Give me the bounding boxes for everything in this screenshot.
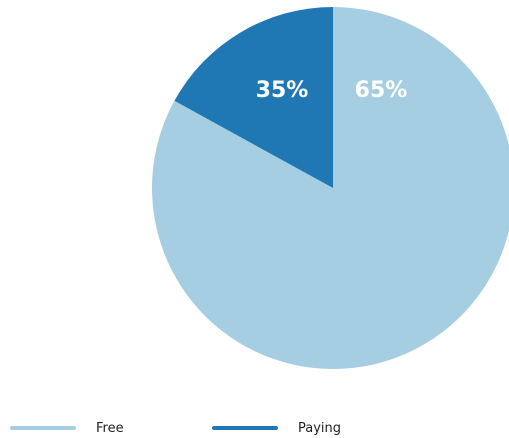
- data-label-paying: 35%: [256, 78, 309, 103]
- legend-swatch-free: [10, 426, 76, 430]
- pie-slice-paying: [174, 7, 333, 188]
- chart-legend: Free Paying: [0, 418, 509, 438]
- legend-swatch-paying: [212, 426, 278, 430]
- legend-item-paying: Paying: [212, 418, 341, 438]
- legend-item-free: Free: [10, 418, 124, 438]
- legend-label-paying: Paying: [298, 420, 342, 436]
- legend-label-free: Free: [96, 420, 124, 436]
- pie-slices: [152, 7, 509, 369]
- pie-slice-free: [152, 7, 509, 369]
- data-label-free: 65%: [355, 78, 408, 103]
- pie-data-labels: 65% 35%: [256, 78, 408, 103]
